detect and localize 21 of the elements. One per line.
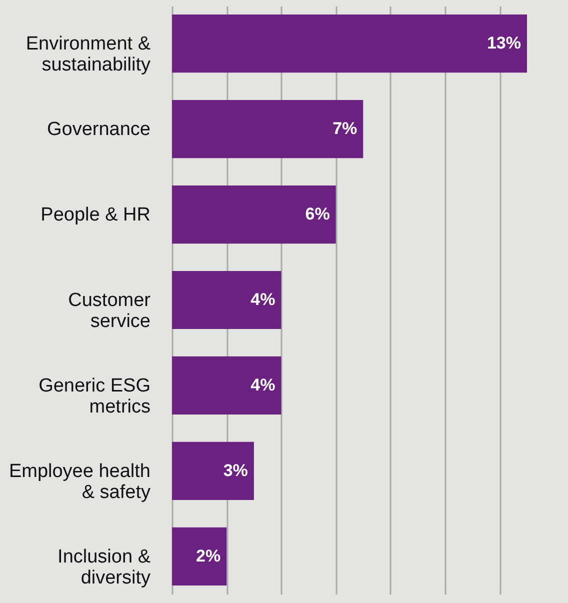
data-label: 13% [486, 34, 521, 53]
y-tick-label: Customer service [68, 290, 152, 332]
bar [172, 356, 282, 415]
y-tick-label: Governance [46, 119, 150, 140]
y-tick-label: People & HR [40, 204, 150, 226]
data-label: 2% [196, 546, 221, 566]
bar [172, 270, 282, 330]
bar [172, 527, 227, 586]
y-tick-label: Inclusion & diversity [58, 546, 151, 588]
data-label: 6% [305, 204, 330, 224]
bar [172, 14, 527, 73]
data-label: 4% [250, 290, 276, 309]
bar [172, 442, 254, 500]
y-tick-label: Generic ESG metrics [38, 375, 150, 418]
bar [172, 185, 336, 244]
y-tick-label: Employee health & safety [8, 460, 151, 503]
bar [172, 100, 364, 158]
y-tick-label: Environment & sustainability [26, 34, 151, 76]
data-label: 7% [332, 119, 358, 138]
data-label: 4% [250, 375, 276, 394]
data-label: 3% [223, 460, 248, 480]
